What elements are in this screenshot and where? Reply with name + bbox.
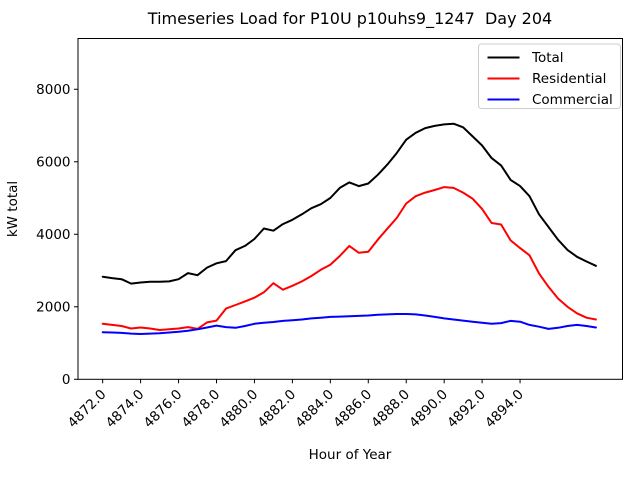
- chart-title: Timeseries Load for P10U p10uhs9_1247 Da…: [147, 9, 552, 29]
- y-tick-label: 2000: [36, 299, 70, 315]
- x-tick-label: 4892.0: [444, 387, 489, 432]
- y-tick-label: 0: [62, 372, 71, 388]
- x-tick-label: 4894.0: [482, 387, 527, 432]
- y-tick-label: 4000: [36, 227, 70, 243]
- x-tick-label: 4890.0: [406, 387, 451, 432]
- total-line: [101, 122, 597, 285]
- legend-box: [478, 43, 621, 109]
- legend-entry-total: Total: [531, 50, 564, 66]
- x-tick-label: 4886.0: [330, 387, 375, 432]
- plot-area: 0 2000 4000 6000 8000 4872.04874.04876.04878.…: [36, 38, 623, 432]
- x-tick-label: 4880.0: [217, 387, 262, 432]
- x-tick-label: 4878.0: [179, 387, 224, 432]
- x-tick-label: 4888.0: [368, 387, 413, 432]
- x-tick-label: 4882.0: [254, 387, 299, 432]
- x-tick-label: 4884.0: [292, 387, 337, 432]
- x-tick-label: 4874.0: [103, 387, 148, 432]
- legend: Total Residential Commercial: [478, 43, 621, 109]
- x-axis-label: Hour of Year: [309, 447, 392, 463]
- residential-line: [101, 186, 597, 331]
- x-tick-label: 4872.0: [65, 387, 110, 432]
- y-axis-label: kW total: [5, 181, 21, 237]
- legend-entry-commercial: Commercial: [532, 92, 613, 108]
- y-tick-label: 6000: [36, 154, 70, 170]
- y-tick-label: 8000: [36, 82, 70, 98]
- legend-entry-residential: Residential: [532, 71, 606, 87]
- commercial-line: [101, 313, 597, 335]
- x-tick-label: 4876.0: [141, 387, 186, 432]
